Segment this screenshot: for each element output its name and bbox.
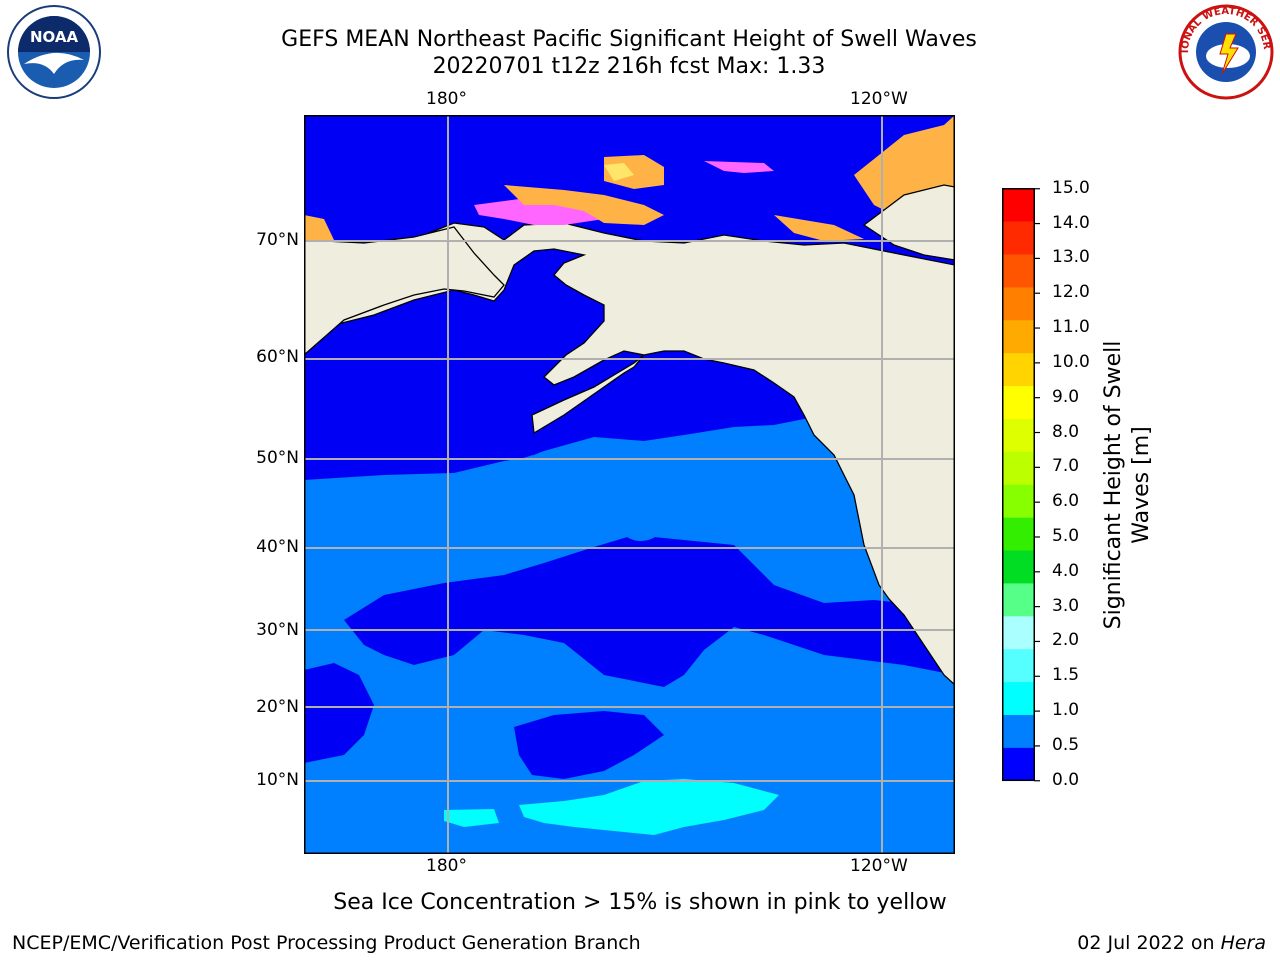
lat-label-70n: 70°N — [256, 230, 299, 250]
lat-label-20n: 20°N — [256, 697, 299, 717]
sea-ice-east-orange — [774, 215, 864, 241]
lon-label-top-180: 180° — [426, 89, 467, 109]
colorbar — [1002, 188, 1040, 782]
colorbar-tick-label: 6.0 — [1052, 491, 1080, 512]
colorbar-tick-label: 8.0 — [1052, 421, 1080, 442]
colorbar-block — [1002, 254, 1035, 288]
colorbar-tick-label: 13.0 — [1052, 247, 1090, 268]
sea-ice-east-pink — [704, 161, 774, 173]
colorbar-block — [1002, 517, 1035, 551]
ocean-swell-0.5-1.0-patch — [621, 513, 661, 541]
sea-ice-orange — [504, 185, 664, 225]
sea-ice-east-blue — [704, 165, 844, 227]
lat-label-10n: 10°N — [256, 770, 299, 790]
colorbar-block — [1002, 616, 1035, 650]
colorbar-tick-label: 14.0 — [1052, 212, 1090, 233]
colorbar-tick-label: 4.0 — [1052, 560, 1080, 581]
colorbar-block — [1002, 649, 1035, 683]
sea-ice-caption: Sea Ice Concentration > 15% is shown in … — [333, 890, 947, 915]
colorbar-tick-label: 5.0 — [1052, 525, 1080, 546]
lon-label-bottom-120w: 120°W — [850, 856, 908, 876]
ocean-swell-1.0-1.5-west — [444, 809, 499, 827]
graticule — [304, 115, 955, 854]
colorbar-block — [1002, 682, 1035, 716]
colorbar-tick-label: 2.0 — [1052, 630, 1080, 651]
colorbar-block — [1002, 550, 1035, 584]
ocean-swell-0-0.5-west — [304, 663, 374, 763]
colorbar-block — [1002, 188, 1035, 222]
colorbar-block — [1002, 353, 1035, 387]
ocean-swell-0-0.5-south — [344, 535, 955, 687]
sea-ice-yellow — [604, 163, 634, 181]
noaa-logo: NOAA — [7, 5, 101, 99]
colorbar-block — [1002, 418, 1035, 453]
colorbar-tick-label: 1.0 — [1052, 700, 1080, 721]
footer-right: 02 Jul 2022 on Hera — [1077, 932, 1266, 954]
colorbar-tick-label: 15.0 — [1052, 177, 1090, 198]
lat-label-40n: 40°N — [256, 537, 299, 557]
colorbar-block — [1002, 320, 1035, 354]
colorbar-tick-label: 3.0 — [1052, 595, 1080, 616]
colorbar-tick-label: 1.5 — [1052, 665, 1080, 686]
footer-left: NCEP/EMC/Verification Post Processing Pr… — [12, 932, 641, 954]
lon-label-bottom-180: 180° — [426, 856, 467, 876]
colorbar-block — [1002, 451, 1035, 486]
colorbar-tick-label: 11.0 — [1052, 317, 1090, 338]
colorbar-block — [1002, 714, 1035, 749]
lat-label-60n: 60°N — [256, 347, 299, 367]
colorbar-block — [1002, 747, 1035, 782]
sea-ice-orange-3 — [304, 215, 334, 240]
land-chukotka — [304, 226, 505, 356]
colorbar-tick-label: 0.5 — [1052, 734, 1080, 755]
lon-label-top-120w: 120°W — [850, 89, 908, 109]
nws-logo: NATIONAL WEATHER SERVICE — [1176, 4, 1274, 100]
map-title: GEFS MEAN Northeast Pacific Significant … — [281, 27, 977, 52]
colorbar-tick-label: 0.0 — [1052, 769, 1080, 790]
lat-label-30n: 30°N — [256, 620, 299, 640]
colorbar-tick-label: 10.0 — [1052, 351, 1090, 372]
colorbar-title-line2: Waves [m] — [1129, 426, 1154, 544]
lat-label-50n: 50°N — [256, 448, 299, 468]
noaa-logo-text: NOAA — [30, 28, 79, 46]
colorbar-block — [1002, 221, 1035, 255]
colorbar-block — [1002, 583, 1035, 617]
footer-host: Hera — [1220, 932, 1266, 954]
map-panel — [304, 115, 955, 854]
footer-date: 02 Jul 2022 on — [1077, 932, 1221, 954]
ocean-swell-0-0.5-patch — [514, 711, 664, 779]
colorbar-block — [1002, 386, 1035, 420]
colorbar-title-line1: Significant Height of Swell — [1101, 340, 1126, 630]
map-subtitle: 20220701 t12z 216h fcst Max: 1.33 — [432, 54, 826, 79]
colorbar-tick-label: 7.0 — [1052, 456, 1080, 477]
ocean-swell-1.0-1.5 — [519, 779, 779, 835]
colorbar-tick-label: 12.0 — [1052, 282, 1090, 303]
colorbar-block — [1002, 484, 1035, 518]
map-frame — [304, 115, 955, 854]
colorbar-tick-label: 9.0 — [1052, 386, 1080, 407]
colorbar-block — [1002, 287, 1035, 321]
